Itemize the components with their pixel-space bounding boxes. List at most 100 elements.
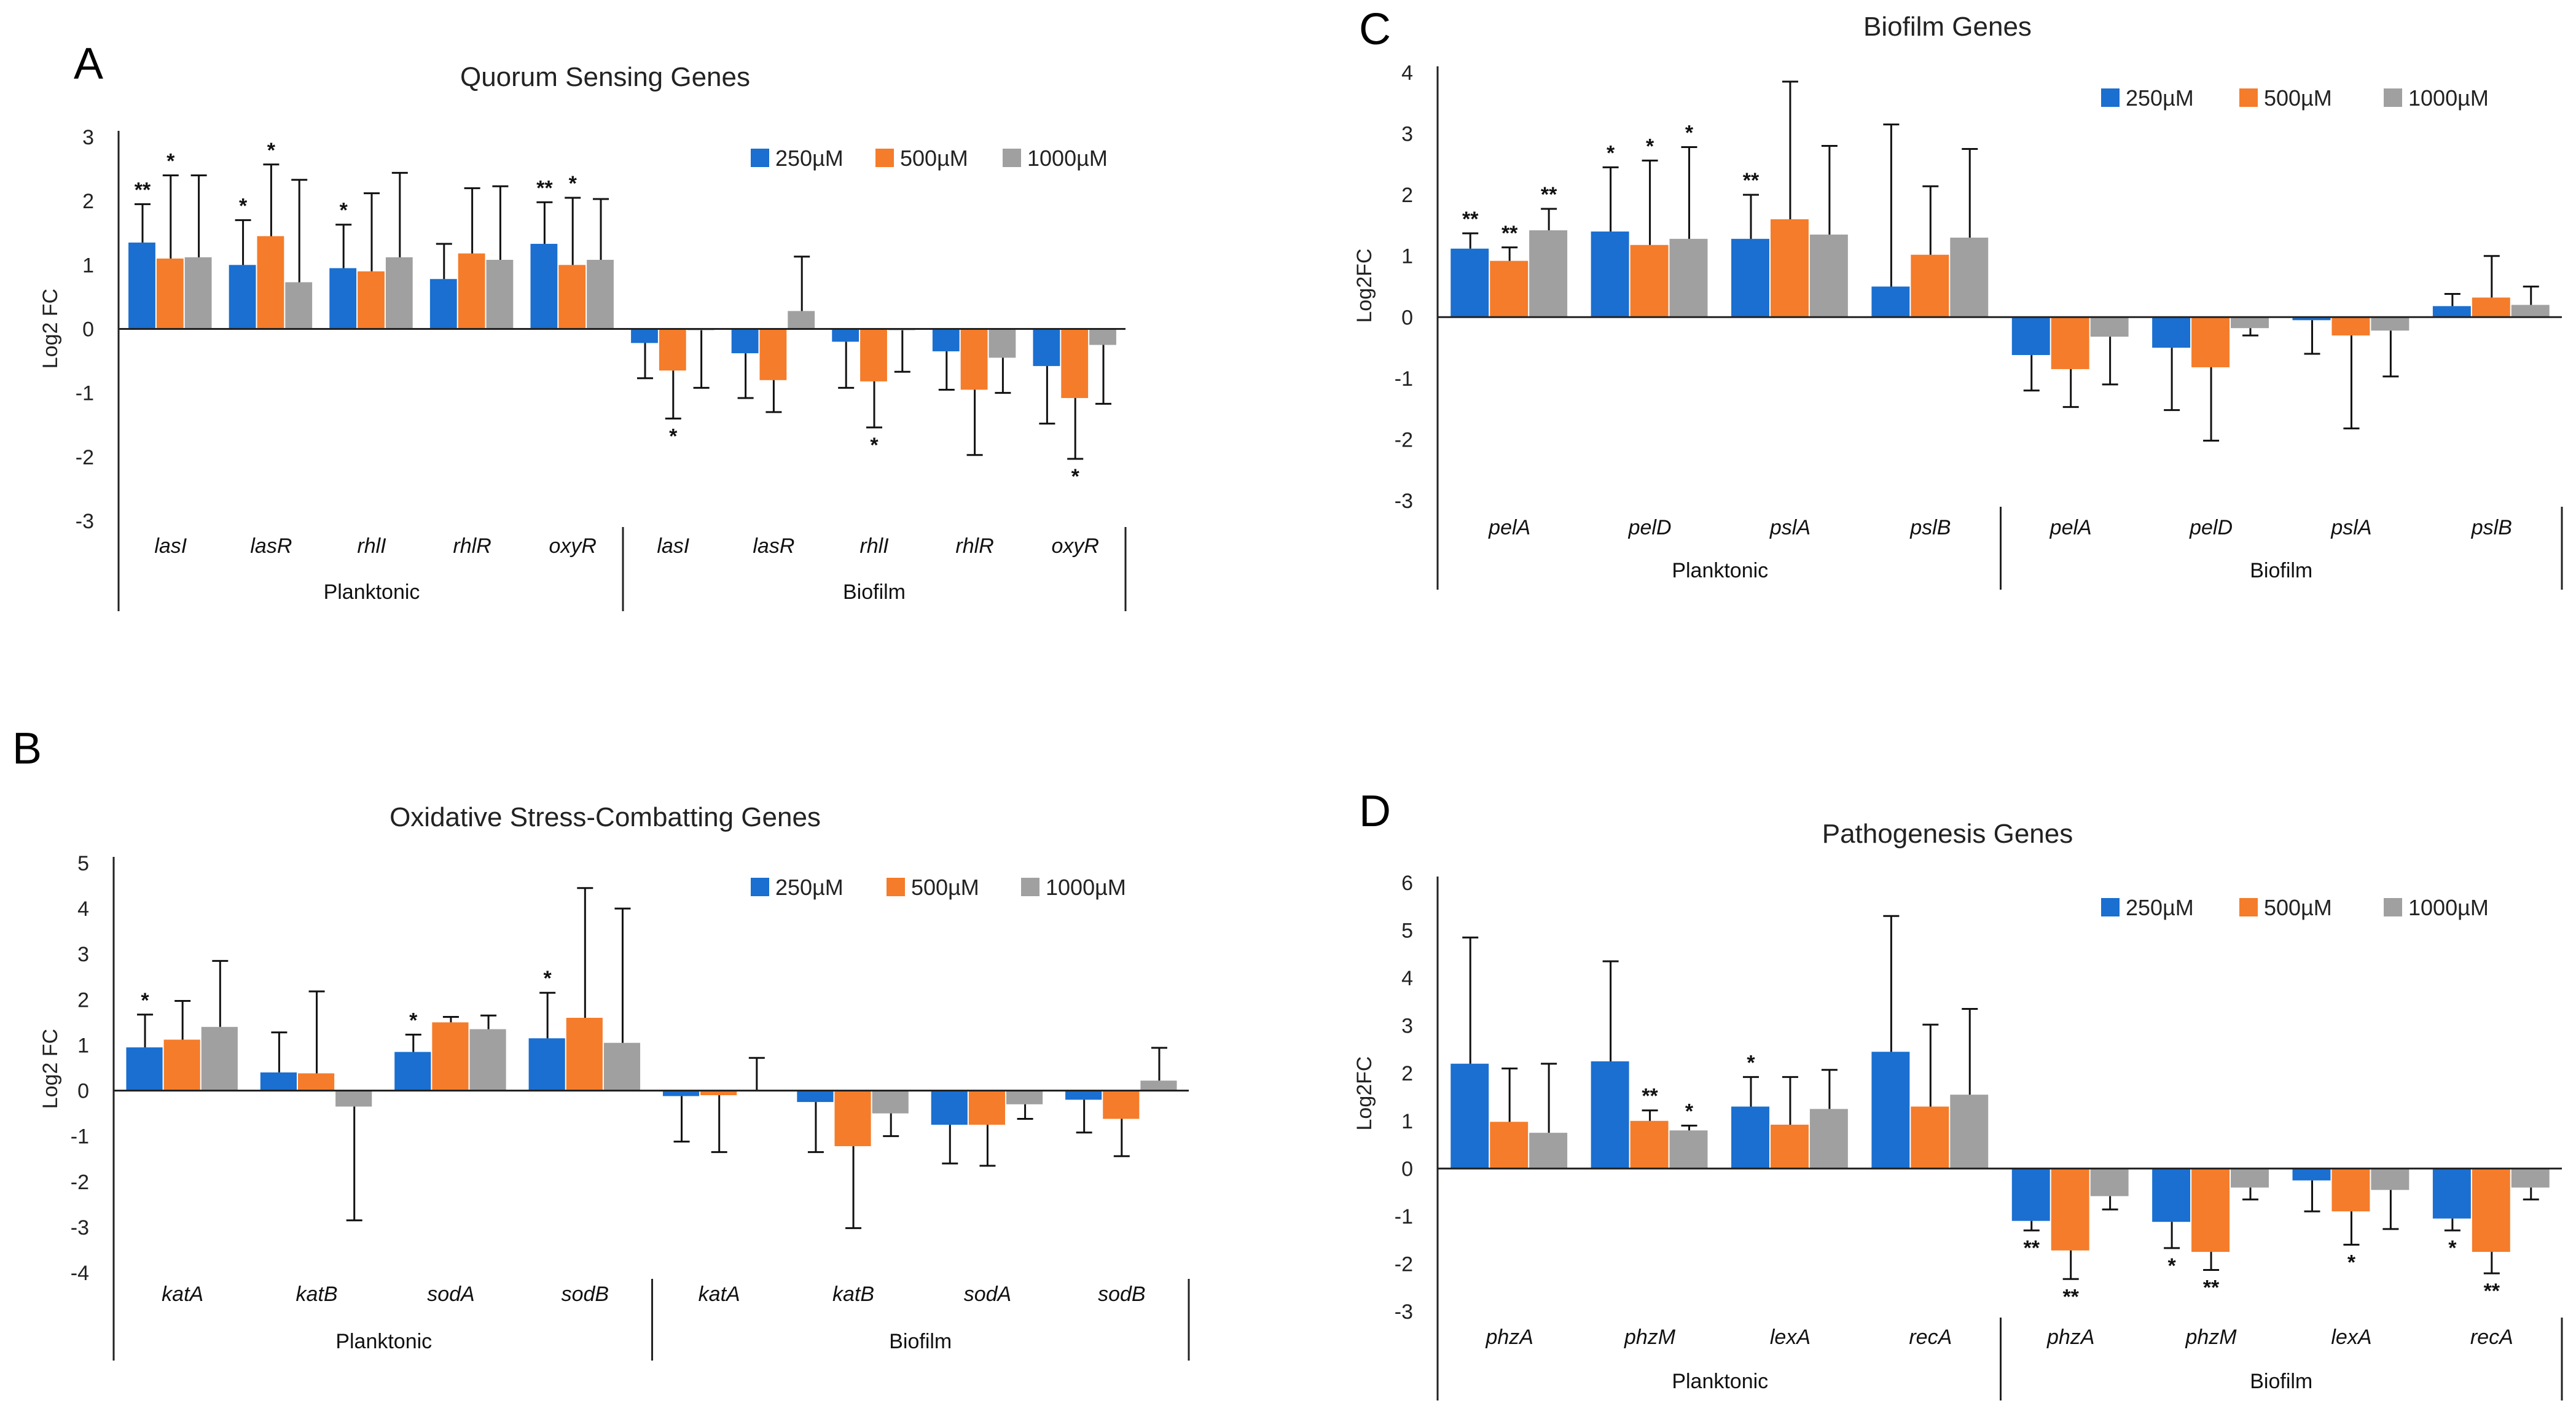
bar bbox=[1529, 230, 1568, 318]
group-label: Planktonic bbox=[324, 580, 420, 604]
category-label: pslB bbox=[2471, 516, 2512, 539]
bar bbox=[257, 236, 284, 329]
bar bbox=[1591, 1061, 1629, 1169]
bar bbox=[860, 329, 887, 381]
y-tick-label: 0 bbox=[82, 318, 94, 342]
legend-label: 1000µM bbox=[2408, 895, 2489, 920]
bar bbox=[2051, 317, 2089, 369]
y-tick-label: -2 bbox=[71, 1171, 89, 1194]
y-tick-label: 2 bbox=[1401, 1062, 1413, 1085]
significance-marker: ** bbox=[2484, 1279, 2500, 1303]
y-tick-label: 2 bbox=[77, 988, 89, 1012]
significance-marker: ** bbox=[135, 178, 151, 201]
y-tick-label: 2 bbox=[82, 190, 94, 213]
bar bbox=[260, 1072, 297, 1091]
category-label: sodB bbox=[1098, 1283, 1146, 1306]
bar bbox=[385, 257, 413, 329]
legend-swatch bbox=[751, 149, 769, 167]
category-label: pelA bbox=[2049, 516, 2092, 539]
y-tick-label: 1 bbox=[1401, 245, 1413, 268]
bar bbox=[163, 1039, 200, 1091]
bar bbox=[1490, 260, 1529, 318]
significance-marker: ** bbox=[2062, 1285, 2079, 1308]
bar bbox=[1770, 1124, 1809, 1169]
y-axis-label: Log2FC bbox=[1353, 1057, 1376, 1131]
bar-series-group: ********* ****** bbox=[1450, 915, 2550, 1308]
y-tick-label: -3 bbox=[1395, 490, 1413, 513]
significance-marker: ** bbox=[536, 176, 553, 200]
bar-series-group: *** **** *** ** bbox=[128, 139, 1116, 488]
bar bbox=[1006, 1090, 1043, 1104]
category-label: pslA bbox=[1769, 516, 1811, 539]
category-label: rhlI bbox=[859, 534, 889, 558]
bar bbox=[960, 329, 988, 390]
category-label: recA bbox=[1909, 1326, 1952, 1349]
y-tick-label: 3 bbox=[82, 126, 94, 149]
category-label: lasI bbox=[657, 534, 689, 558]
bar bbox=[558, 265, 586, 329]
significance-marker: * bbox=[239, 194, 248, 217]
bar bbox=[1669, 238, 1708, 318]
legend-label: 1000µM bbox=[1046, 875, 1126, 900]
significance-marker: * bbox=[409, 1009, 418, 1032]
bar bbox=[469, 1029, 506, 1091]
bar bbox=[486, 260, 514, 329]
bar bbox=[335, 1090, 372, 1107]
legend-swatch bbox=[2101, 88, 2120, 107]
bar bbox=[2292, 317, 2331, 321]
bar-series-group: * * * bbox=[126, 887, 1177, 1229]
bar bbox=[201, 1026, 238, 1091]
panel-letter: B bbox=[12, 724, 42, 773]
bar bbox=[2191, 317, 2230, 367]
legend-swatch bbox=[1021, 878, 1039, 896]
legend-swatch bbox=[875, 149, 894, 167]
bar bbox=[432, 1022, 469, 1091]
bar bbox=[1591, 231, 1629, 318]
significance-marker: ** bbox=[1501, 222, 1518, 245]
y-tick-label: -1 bbox=[76, 382, 94, 405]
category-label: lasR bbox=[753, 534, 794, 558]
bar bbox=[528, 1038, 565, 1091]
bar bbox=[566, 1017, 603, 1091]
category-label: rhlR bbox=[453, 534, 491, 558]
legend-label: 250µM bbox=[2126, 85, 2194, 111]
legend-swatch bbox=[2239, 898, 2258, 916]
category-label: oxyR bbox=[549, 534, 596, 558]
legend-label: 1000µM bbox=[2408, 85, 2489, 111]
y-tick-label: 6 bbox=[1401, 872, 1413, 895]
bar bbox=[285, 282, 313, 329]
y-tick-label: -2 bbox=[1395, 1252, 1413, 1276]
bar bbox=[2432, 1168, 2471, 1219]
category-label: recA bbox=[2470, 1326, 2513, 1349]
significance-marker: * bbox=[2168, 1254, 2177, 1278]
y-axis-label: Log2FC bbox=[1353, 249, 1376, 323]
y-tick-label: 3 bbox=[1401, 123, 1413, 146]
bar bbox=[872, 1090, 909, 1114]
bar bbox=[1450, 1063, 1489, 1169]
category-label: sodA bbox=[964, 1283, 1012, 1306]
legend-swatch bbox=[2239, 88, 2258, 107]
y-tick-label: -1 bbox=[71, 1125, 89, 1149]
chart-title: Pathogenesis Genes bbox=[1822, 819, 2073, 849]
significance-marker: * bbox=[569, 172, 577, 195]
bar bbox=[2152, 1168, 2191, 1222]
bar bbox=[2090, 317, 2129, 337]
category-label: katB bbox=[296, 1283, 338, 1306]
bar bbox=[797, 1090, 834, 1103]
y-tick-label: -3 bbox=[76, 510, 94, 533]
y-tick-label: -3 bbox=[71, 1216, 89, 1240]
bar bbox=[530, 243, 558, 329]
y-tick-label: 0 bbox=[1401, 1157, 1413, 1181]
bar bbox=[2090, 1168, 2129, 1197]
bar bbox=[128, 242, 155, 329]
bar bbox=[1770, 219, 1809, 318]
category-label: lexA bbox=[2331, 1326, 2371, 1349]
bar-series-group: *********** bbox=[1450, 80, 2550, 442]
significance-marker: * bbox=[669, 424, 678, 448]
y-tick-label: 1 bbox=[77, 1034, 89, 1057]
bar bbox=[2511, 1168, 2550, 1188]
y-axis-label: Log2 FC bbox=[39, 289, 62, 369]
